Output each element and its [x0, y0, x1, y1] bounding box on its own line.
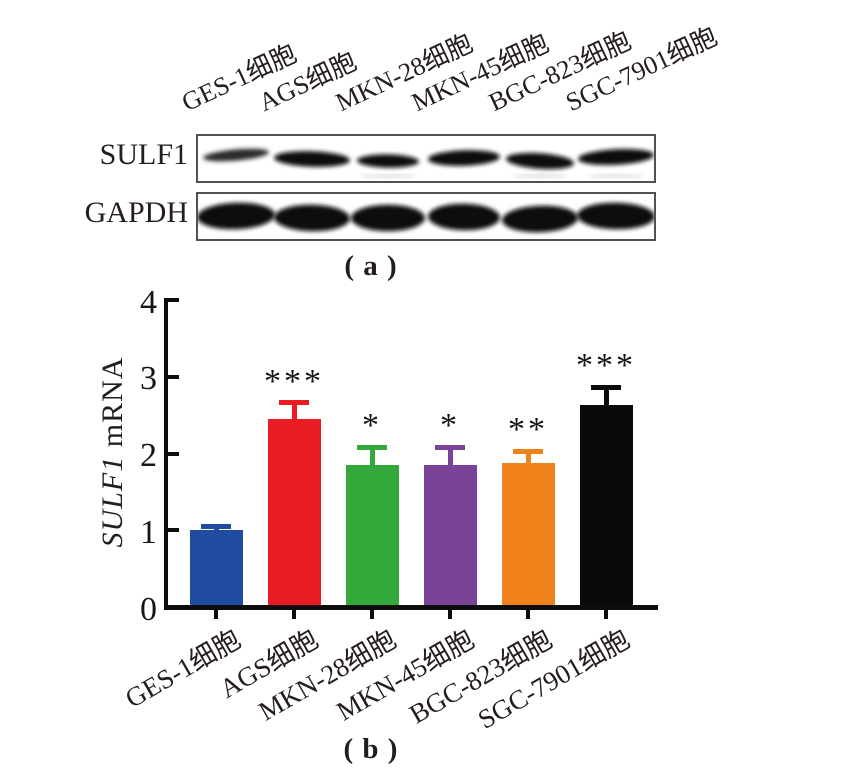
blot-streak	[360, 174, 416, 178]
y-tick-label: 0	[140, 590, 157, 628]
error-bar-cap	[591, 384, 621, 390]
y-tick-label: 3	[140, 360, 157, 398]
blot-band	[351, 204, 425, 232]
error-bar-stem	[603, 387, 609, 406]
blot-band	[357, 154, 419, 168]
bar	[189, 530, 243, 607]
bar	[267, 418, 321, 607]
x-tick	[604, 609, 608, 619]
error-bar-stem	[291, 402, 297, 419]
y-tick-label: 1	[140, 513, 157, 551]
x-tick	[526, 609, 530, 619]
x-tick	[448, 609, 452, 619]
blot-bands-row	[198, 202, 654, 233]
bar	[501, 462, 555, 607]
significance-stars: ***	[576, 347, 636, 385]
blot-bands-row	[203, 148, 654, 178]
x-tick	[370, 609, 374, 619]
blot-band	[502, 205, 578, 233]
y-axis-line	[164, 298, 168, 609]
error-bar-cap	[201, 523, 231, 529]
significance-stars: *	[440, 407, 460, 445]
x-tick	[292, 609, 296, 619]
blot-band	[198, 202, 275, 230]
bar	[423, 465, 477, 607]
y-axis-title-rest: mRNA	[96, 356, 129, 456]
blot-streak	[588, 174, 644, 178]
significance-stars: **	[508, 411, 548, 449]
blot-band	[428, 203, 500, 231]
y-tick-label: 2	[140, 437, 157, 474]
y-tick-label: 4	[140, 283, 157, 321]
error-bar-stem	[525, 451, 531, 463]
blot-band	[577, 202, 654, 230]
significance-stars: *	[362, 407, 382, 445]
blot-band	[203, 148, 269, 162]
error-bar-stem	[447, 447, 453, 465]
y-tick	[168, 528, 179, 533]
panel-a-label: ( a )	[344, 250, 398, 282]
blot-band	[274, 151, 350, 167]
x-tick-label: GES-1细胞	[119, 624, 245, 714]
panel-b-label: ( b )	[343, 733, 399, 765]
blot-streak	[512, 174, 568, 178]
blot-row-label-gapdh: GAPDH	[84, 196, 188, 229]
western-blot-strip-sulf1	[196, 134, 656, 183]
error-bar-cap	[513, 448, 543, 454]
y-tick	[168, 298, 179, 302]
error-bar-cap	[357, 444, 387, 450]
blot-band	[428, 150, 500, 166]
significance-stars: ***	[264, 362, 324, 400]
error-bar-cap	[279, 400, 309, 406]
western-blot-strip-gapdh	[196, 192, 656, 241]
blot-row-label-sulf1: SULF1	[99, 138, 188, 171]
error-bar-stem	[369, 447, 375, 465]
y-tick	[168, 451, 179, 456]
x-axis-line	[164, 605, 658, 610]
blot-band	[274, 204, 350, 232]
y-tick	[168, 374, 179, 379]
blot-band	[578, 149, 654, 165]
blot-band	[506, 152, 574, 170]
bar	[579, 405, 633, 607]
x-tick	[214, 609, 218, 619]
error-bar-cap	[435, 444, 465, 450]
y-axis-title: SULF1 mRNA	[96, 357, 130, 548]
y-axis-title-gene: SULF1	[96, 455, 129, 548]
bar	[345, 465, 399, 607]
